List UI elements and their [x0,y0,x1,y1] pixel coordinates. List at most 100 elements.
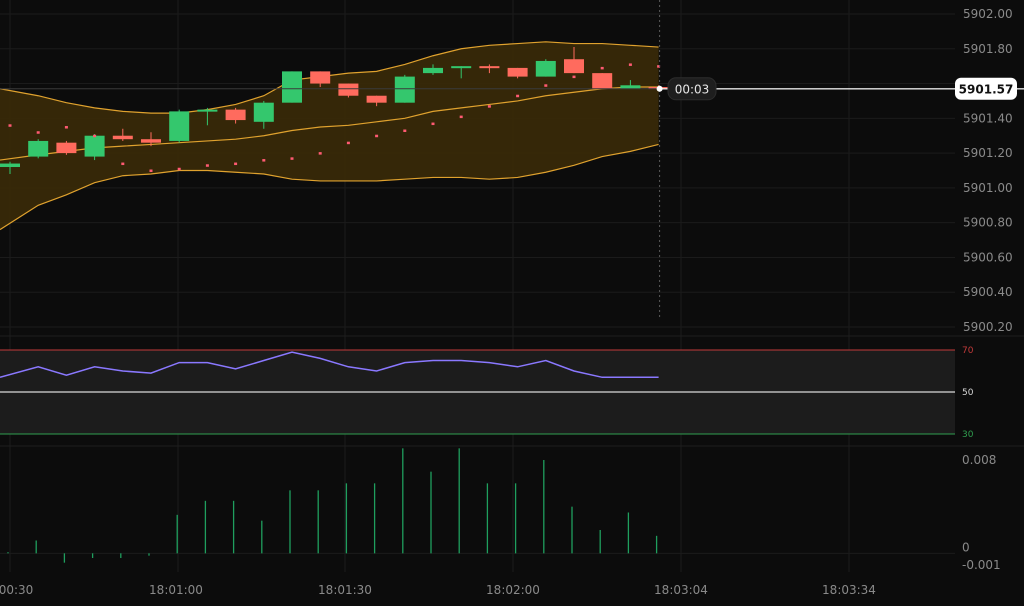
sar-marker [36,131,40,134]
candle [56,140,77,155]
volume-tick-label: 0 [962,540,970,554]
rsi-lower-label: 30 [962,430,974,440]
volume-tick-label: -0.001 [962,558,1001,572]
candle [197,107,218,126]
countdown-badge-bg [667,77,717,101]
candle-body [507,67,528,77]
last-price-dot [656,85,663,92]
candle [310,71,331,88]
candle-body [56,142,77,154]
sar-marker [431,122,435,126]
sar-marker [121,162,125,166]
sar-marker [8,124,12,127]
candle-body [84,135,105,157]
candle-body [451,66,472,69]
candle-body [225,109,246,121]
time-tick-label: 18:02:00 [486,583,540,597]
sar-marker [600,66,604,70]
candle [282,71,302,103]
candle [564,47,584,74]
candle [620,80,641,89]
sar-marker [544,84,548,87]
price-tick-label: 5901.40 [963,111,1013,125]
candle-body [535,60,556,77]
candle [507,67,528,79]
candle [0,161,20,174]
sar-marker [459,115,463,119]
candle-body [112,135,133,140]
sar-marker [318,152,322,155]
sar-marker [64,126,68,129]
bollinger-middle-line [0,86,659,161]
candle-body [366,95,387,103]
candle [535,59,556,77]
candle [592,73,613,89]
rsi-upper-label: 70 [962,346,974,356]
price-tick-label: 5900.20 [963,320,1013,334]
sar-marker [572,75,576,79]
time-tick-label: 18:03:04 [654,583,708,597]
candle-body [592,73,613,89]
candle-body [141,139,161,143]
time-tick-label: 00:30 [0,583,33,597]
rsi-line [0,351,659,379]
candle [479,64,500,74]
countdown-label: 00:03 [675,82,710,96]
candle-body [564,59,584,74]
price-tick-label: 5901.00 [963,181,1013,195]
price-tick-label: 5901.80 [963,42,1013,56]
candle-body [620,85,641,89]
candle-body [28,140,49,157]
price-tick-label: 5901.20 [963,146,1013,160]
price-tick-label: 5900.40 [963,285,1013,299]
candle-body [197,109,218,112]
candle-body [310,71,331,84]
volume-tick-label: 0.008 [962,453,996,467]
rsi-middle-label: 50 [962,388,974,398]
sar-marker [657,65,661,68]
sar-marker [93,134,97,138]
time-tick-label: 18:01:30 [318,583,372,597]
candle [338,83,359,98]
last-price-value: 5901.57 [959,82,1014,96]
candle [28,139,49,159]
candle [366,95,387,107]
rsi-pane: 70 50 30 [0,346,974,440]
countdown-badge: 00:03 [667,77,717,101]
volume-pane: 0.008 0 -0.001 [0,448,1001,572]
last-price-label-bg [955,77,1017,100]
candle [451,66,472,79]
candlestick-series [0,47,669,174]
time-axis[interactable]: 00:30 18:01:00 18:01:30 18:02:00 18:03:04 18:… [0,583,876,597]
sar-marker [346,141,350,145]
candle-body [253,102,274,122]
candle-body [423,67,443,74]
parabolic-sar [8,63,661,172]
bollinger-lower-line [0,143,659,231]
sar-marker [177,167,181,171]
time-tick-label: 18:03:34 [822,583,876,597]
sar-marker [262,159,266,162]
price-axis[interactable]: 5902.005901.805901.605901.405901.205901.… [955,7,1017,334]
price-tick-label: 5902.00 [963,7,1013,21]
bollinger-upper-line [0,41,659,114]
sar-marker [205,164,209,167]
candle [423,64,443,75]
sar-marker [403,129,407,133]
sar-marker [516,94,520,98]
candle-body [282,71,302,103]
candle [84,133,105,161]
candle-body [394,76,415,103]
candle-body [338,83,359,96]
candle [141,132,161,147]
candle [169,109,190,143]
candle-body [0,163,20,168]
sar-marker [487,105,491,108]
candle-body [169,111,190,141]
price-tick-label: 5900.80 [963,216,1013,230]
sar-marker [290,157,294,160]
candle [225,107,246,124]
candle [253,100,274,129]
candle-body [479,66,500,69]
